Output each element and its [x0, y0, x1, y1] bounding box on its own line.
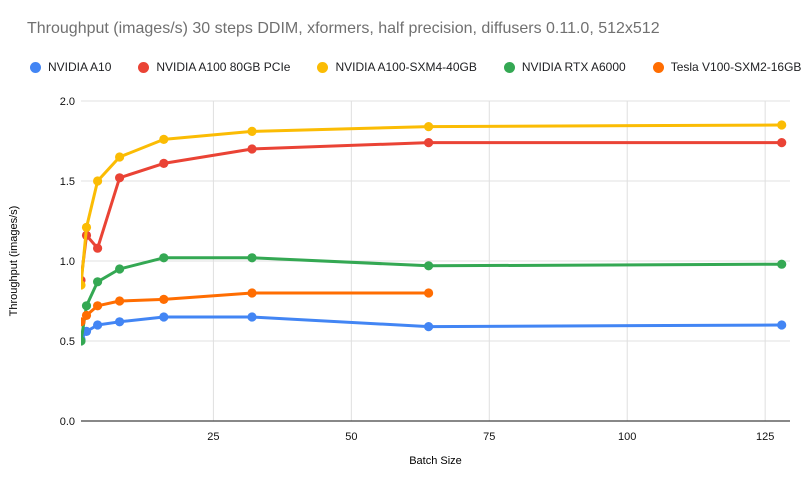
y-tick-label: 0.0 [60, 416, 75, 428]
data-point[interactable] [115, 264, 125, 274]
data-point[interactable] [247, 126, 257, 136]
legend-item[interactable]: NVIDIA RTX A6000 [503, 60, 626, 74]
data-point[interactable] [159, 253, 169, 263]
legend-item[interactable]: Tesla V100-SXM2-16GB [652, 60, 802, 74]
legend-swatch-icon [138, 61, 150, 73]
data-point[interactable] [81, 301, 92, 311]
y-axis-title: Throughput (images/s) [8, 205, 20, 317]
data-point[interactable] [115, 152, 125, 162]
legend-swatch-icon [652, 61, 664, 73]
x-tick-label: 75 [483, 431, 495, 443]
series-line[interactable] [81, 141, 784, 282]
series-nvidia-a10 [81, 312, 787, 344]
legend-item[interactable]: NVIDIA A100-SXM4-40GB [317, 60, 477, 74]
data-point[interactable] [247, 312, 257, 322]
data-point[interactable] [247, 288, 257, 298]
legend-label: NVIDIA A10 [48, 60, 112, 74]
x-tick-label: 25 [207, 431, 219, 443]
legend-item[interactable]: NVIDIA A10 [30, 60, 111, 74]
legend-swatch-icon [503, 61, 515, 73]
data-point[interactable] [93, 301, 103, 311]
chart-title: Throughput (images/s) 30 steps DDIM, xfo… [27, 20, 660, 37]
x-axis-title: Batch Size [409, 455, 462, 467]
data-point[interactable] [777, 138, 787, 148]
legend-item[interactable]: NVIDIA A100 80GB PCIe [138, 60, 290, 74]
series-nvidia-a100-sxm4-40gb [76, 120, 787, 290]
legend-swatch-icon [30, 61, 41, 73]
data-point[interactable] [115, 296, 125, 306]
data-point[interactable] [777, 259, 787, 269]
legend-swatch-icon [317, 61, 329, 73]
data-point[interactable] [424, 122, 434, 132]
data-point[interactable] [424, 288, 434, 298]
data-point[interactable] [93, 277, 103, 287]
data-point[interactable] [81, 222, 92, 232]
y-tick-label: 1.0 [60, 256, 75, 268]
data-point[interactable] [424, 261, 434, 271]
series-nvidia-rtx-a6000 [76, 253, 787, 346]
data-point[interactable] [247, 253, 257, 263]
legend-label: NVIDIA A100-SXM4-40GB [335, 60, 477, 74]
data-point[interactable] [81, 310, 92, 320]
data-point[interactable] [247, 144, 257, 154]
data-point[interactable] [424, 138, 434, 148]
data-point[interactable] [115, 317, 125, 327]
y-tick-label: 1.5 [60, 176, 75, 188]
legend-label: Tesla V100-SXM2-16GB [670, 60, 802, 74]
series-line[interactable] [81, 123, 784, 287]
data-point[interactable] [159, 294, 169, 304]
data-point[interactable] [159, 134, 169, 144]
legend-label: NVIDIA A100 80GB PCIe [156, 60, 291, 74]
legend-label: NVIDIA RTX A6000 [521, 60, 626, 74]
data-point[interactable] [777, 120, 787, 130]
data-point[interactable] [93, 243, 103, 253]
data-point[interactable] [777, 320, 787, 330]
data-point[interactable] [159, 158, 169, 168]
x-tick-label: 50 [345, 431, 357, 443]
x-tick-label: 125 [756, 431, 774, 443]
data-point[interactable] [93, 176, 103, 186]
data-point[interactable] [115, 173, 125, 183]
data-point[interactable] [93, 320, 103, 330]
data-point[interactable] [76, 280, 86, 290]
data-point[interactable] [159, 312, 169, 322]
data-point[interactable] [424, 322, 434, 332]
x-tick-label: 100 [618, 431, 636, 443]
series-tesla-v100-sxm2-16gb [81, 288, 434, 327]
data-point[interactable] [76, 336, 86, 346]
y-tick-label: 0.5 [60, 336, 75, 348]
y-tick-label: 2.0 [60, 96, 75, 108]
legend: NVIDIA A10 NVIDIA A100 80GB PCIe NVIDIA A1… [30, 60, 801, 74]
